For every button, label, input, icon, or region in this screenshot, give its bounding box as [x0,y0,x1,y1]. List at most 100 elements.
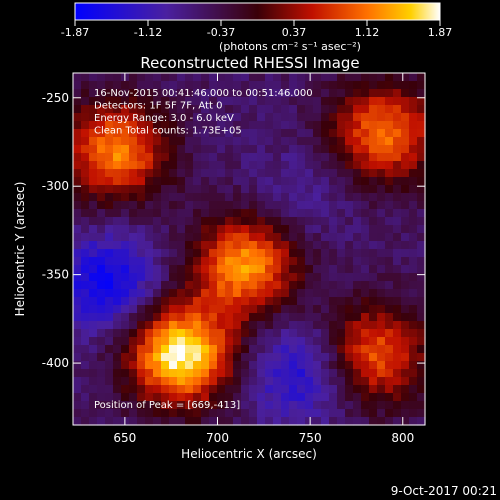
heatmap-cell [217,193,226,202]
heatmap-cell [321,137,330,146]
heatmap-cell [209,273,218,282]
heatmap-cell [225,209,234,218]
heatmap-cell [209,113,218,122]
heatmap-cell [401,369,410,378]
heatmap-cell [113,369,122,378]
y-axis: -250-300-350-400 [42,91,425,370]
heatmap-cell [321,385,330,394]
heatmap-cell [289,313,298,322]
heatmap-cell [241,81,250,90]
heatmap-cell [233,121,242,130]
heatmap-cell [177,233,186,242]
heatmap-cell [329,137,338,146]
heatmap-cell [201,361,210,370]
heatmap-cell [89,297,98,306]
heatmap-cell [305,153,314,162]
heatmap-cell [305,289,314,298]
heatmap-cell [321,201,330,210]
heatmap-cell [233,73,242,82]
heatmap-cell [169,241,178,250]
heatmap-cell [193,257,202,266]
heatmap-cell [297,417,306,426]
heatmap-cell [385,153,394,162]
heatmap-cell [289,225,298,234]
heatmap-cell [225,145,234,154]
heatmap-cell [345,273,354,282]
heatmap-cell [249,217,258,226]
heatmap-cell [257,289,266,298]
heatmap-cell [313,105,322,114]
heatmap-cell [297,105,306,114]
heatmap-cell [249,337,258,346]
heatmap-cell [89,345,98,354]
heatmap-cell [289,161,298,170]
heatmap-cell [113,225,122,234]
heatmap-cell [361,81,370,90]
heatmap-cell [185,169,194,178]
heatmap-cell [345,265,354,274]
heatmap-cell [369,97,378,106]
heatmap-cell [129,297,138,306]
heatmap-cell [401,265,410,274]
heatmap-cell [369,393,378,402]
heatmap-cell [81,73,90,82]
heatmap-cell [153,289,162,298]
heatmap-cell [161,97,170,106]
heatmap-cell [129,289,138,298]
heatmap-cell [73,321,82,330]
heatmap-cell [193,73,202,82]
heatmap-cell [297,185,306,194]
heatmap-cell [129,73,138,82]
heatmap-cell [177,153,186,162]
heatmap-cell [353,417,362,426]
heatmap-cell [121,201,130,210]
heatmap-cell [233,201,242,210]
heatmap-cell [153,249,162,258]
heatmap-cell [345,305,354,314]
heatmap-cell [121,185,130,194]
heatmap-cell [169,225,178,234]
heatmap-cell [273,137,282,146]
heatmap-cell [225,409,234,418]
annotation-line: Clean Total counts: 1.73E+05 [94,126,242,137]
heatmap-cell [377,225,386,234]
heatmap-cell [369,89,378,98]
heatmap-cell [193,401,202,410]
heatmap-cell [321,129,330,138]
heatmap-cell [241,313,250,322]
heatmap-cell [385,185,394,194]
heatmap-cell [145,377,154,386]
heatmap-cell [161,177,170,186]
heatmap-cell [97,257,106,266]
heatmap-cell [385,105,394,114]
heatmap-cell [129,249,138,258]
heatmap-cell [201,353,210,362]
heatmap-cell [185,113,194,122]
heatmap-cell [313,417,322,426]
heatmap-cell [177,361,186,370]
heatmap-cell [121,233,130,242]
heatmap-cell [313,393,322,402]
heatmap-cell [401,161,410,170]
heatmap-cell [401,89,410,98]
heatmap-cell [129,81,138,90]
heatmap-cell [377,369,386,378]
heatmap-cell [217,289,226,298]
heatmap-cell [393,201,402,210]
heatmap-cell [241,385,250,394]
heatmap-cell [281,121,290,130]
heatmap-cell [217,257,226,266]
heatmap-cell [169,265,178,274]
heatmap-cell [241,105,250,114]
heatmap-cell [177,289,186,298]
heatmap-cell [209,313,218,322]
heatmap-cell [369,137,378,146]
heatmap-cell [193,113,202,122]
heatmap-cell [385,345,394,354]
heatmap-cell [409,217,418,226]
heatmap-cell [417,161,426,170]
heatmap-cell [385,417,394,426]
heatmap-cell [313,257,322,266]
heatmap-cell [297,393,306,402]
heatmap-cell [233,241,242,250]
